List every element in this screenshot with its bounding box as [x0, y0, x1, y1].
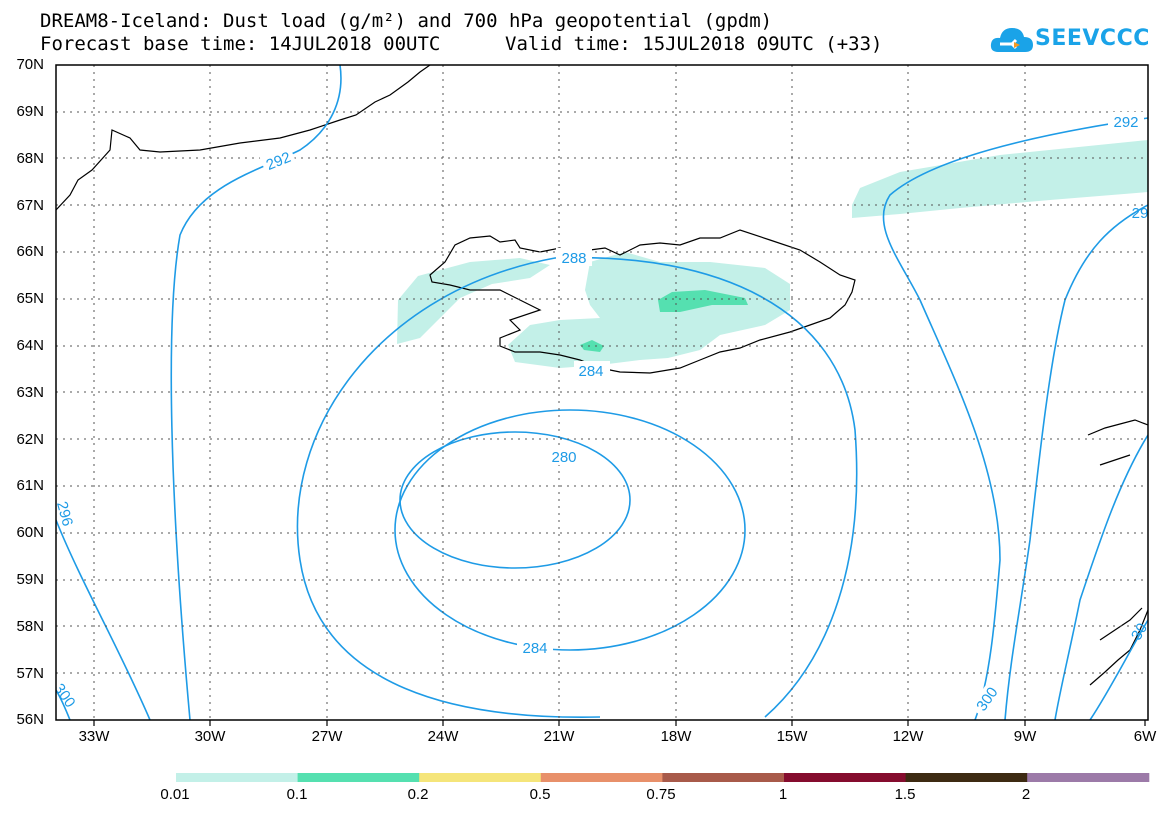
lon-label: 12W: [892, 728, 924, 745]
contour-280: [399, 431, 631, 569]
lat-label: 60N: [16, 524, 44, 541]
lat-label: 70N: [16, 56, 44, 73]
contour-label: 280: [551, 449, 576, 466]
dust-core-1: [658, 290, 748, 312]
contour-300-corner: [1089, 619, 1148, 720]
colorbar-label: 0.1: [286, 786, 308, 803]
colorbar-swatch: [297, 773, 420, 782]
contour-292-east: [882, 117, 1148, 720]
colorbar: [176, 773, 1150, 782]
contour-label: 300: [973, 684, 1001, 714]
greenland-coastline: [56, 65, 431, 211]
lon-label: 21W: [543, 728, 575, 745]
logo-text: SEEVCCC: [1035, 26, 1150, 51]
iceland-coastline: [429, 229, 856, 374]
lat-label: 65N: [16, 290, 44, 307]
colorbar-label: 1: [778, 786, 788, 803]
dust-area-northeast: [852, 140, 1148, 218]
contour-292-west: [170, 65, 342, 720]
contour-label: 292: [264, 149, 294, 174]
contour-288: [296, 256, 858, 718]
lon-label: 6W: [1133, 728, 1157, 745]
lat-label: 58N: [16, 618, 44, 635]
lon-label: 24W: [427, 728, 459, 745]
lat-label: 64N: [16, 337, 44, 354]
map-title: DREAM8-Iceland: Dust load (g/m²) and 700…: [40, 10, 773, 32]
colorbar-label: 1.5: [894, 786, 916, 803]
dust-area-central-iceland: [508, 252, 790, 368]
lon-label: 15W: [776, 728, 808, 745]
seevccc-logo: SEEVCCC: [990, 20, 1150, 60]
colorbar-swatch: [662, 773, 785, 782]
contour-label: 30: [1128, 620, 1151, 643]
forecast-base-time: Forecast base time: 14JUL2018 00UTC: [40, 33, 441, 55]
contour-label: 284: [522, 640, 547, 657]
contour-label: 292: [1113, 114, 1138, 131]
lat-label: 67N: [16, 197, 44, 214]
colorbar-swatch: [1027, 773, 1150, 782]
colorbar-swatch: [176, 773, 299, 782]
contour-label: 284: [578, 363, 603, 380]
colorbar-swatch: [540, 773, 663, 782]
colorbar-label: 2: [1021, 786, 1031, 803]
contour-label: 288: [561, 250, 586, 267]
lon-label: 9W: [1013, 728, 1037, 745]
colorbar-label: 0.01: [160, 786, 190, 803]
colorbar-swatch: [419, 773, 542, 782]
colorbar-swatch: [784, 773, 907, 782]
lat-label: 59N: [16, 571, 44, 588]
lat-label: 66N: [16, 243, 44, 260]
valid-time: Valid time: 15JUL2018 09UTC (+33): [505, 33, 883, 55]
dust-area-west-iceland: [397, 258, 550, 344]
lat-label: 62N: [16, 431, 44, 448]
norway-coastline: [1087, 419, 1148, 686]
lat-label: 69N: [16, 103, 44, 120]
lon-label: 30W: [194, 728, 226, 745]
lat-label: 57N: [16, 665, 44, 682]
contour-300-east: [1054, 434, 1148, 720]
lon-label: 18W: [660, 728, 692, 745]
lat-label: 63N: [16, 384, 44, 401]
cloud-icon: [990, 28, 1033, 52]
colorbar-label: 0.75: [646, 786, 676, 803]
dust-core-2: [580, 340, 604, 352]
colorbar-label: 0.2: [407, 786, 429, 803]
colorbar-swatch: [905, 773, 1028, 782]
contour-296-east: [1004, 204, 1148, 720]
lat-label: 68N: [16, 150, 44, 167]
contour-296-west: [56, 519, 151, 720]
lat-label: 56N: [16, 711, 44, 728]
contour-284: [394, 409, 746, 651]
contour-300-west: [56, 689, 71, 720]
contour-label: 300: [50, 681, 78, 711]
contour-label: 296: [53, 500, 76, 529]
lat-label: 61N: [16, 477, 44, 494]
colorbar-label: 0.5: [529, 786, 551, 803]
lon-label: 33W: [78, 728, 110, 745]
contour-label: 29: [1132, 205, 1149, 222]
lon-label: 27W: [311, 728, 343, 745]
map-frame: [55, 64, 1149, 721]
